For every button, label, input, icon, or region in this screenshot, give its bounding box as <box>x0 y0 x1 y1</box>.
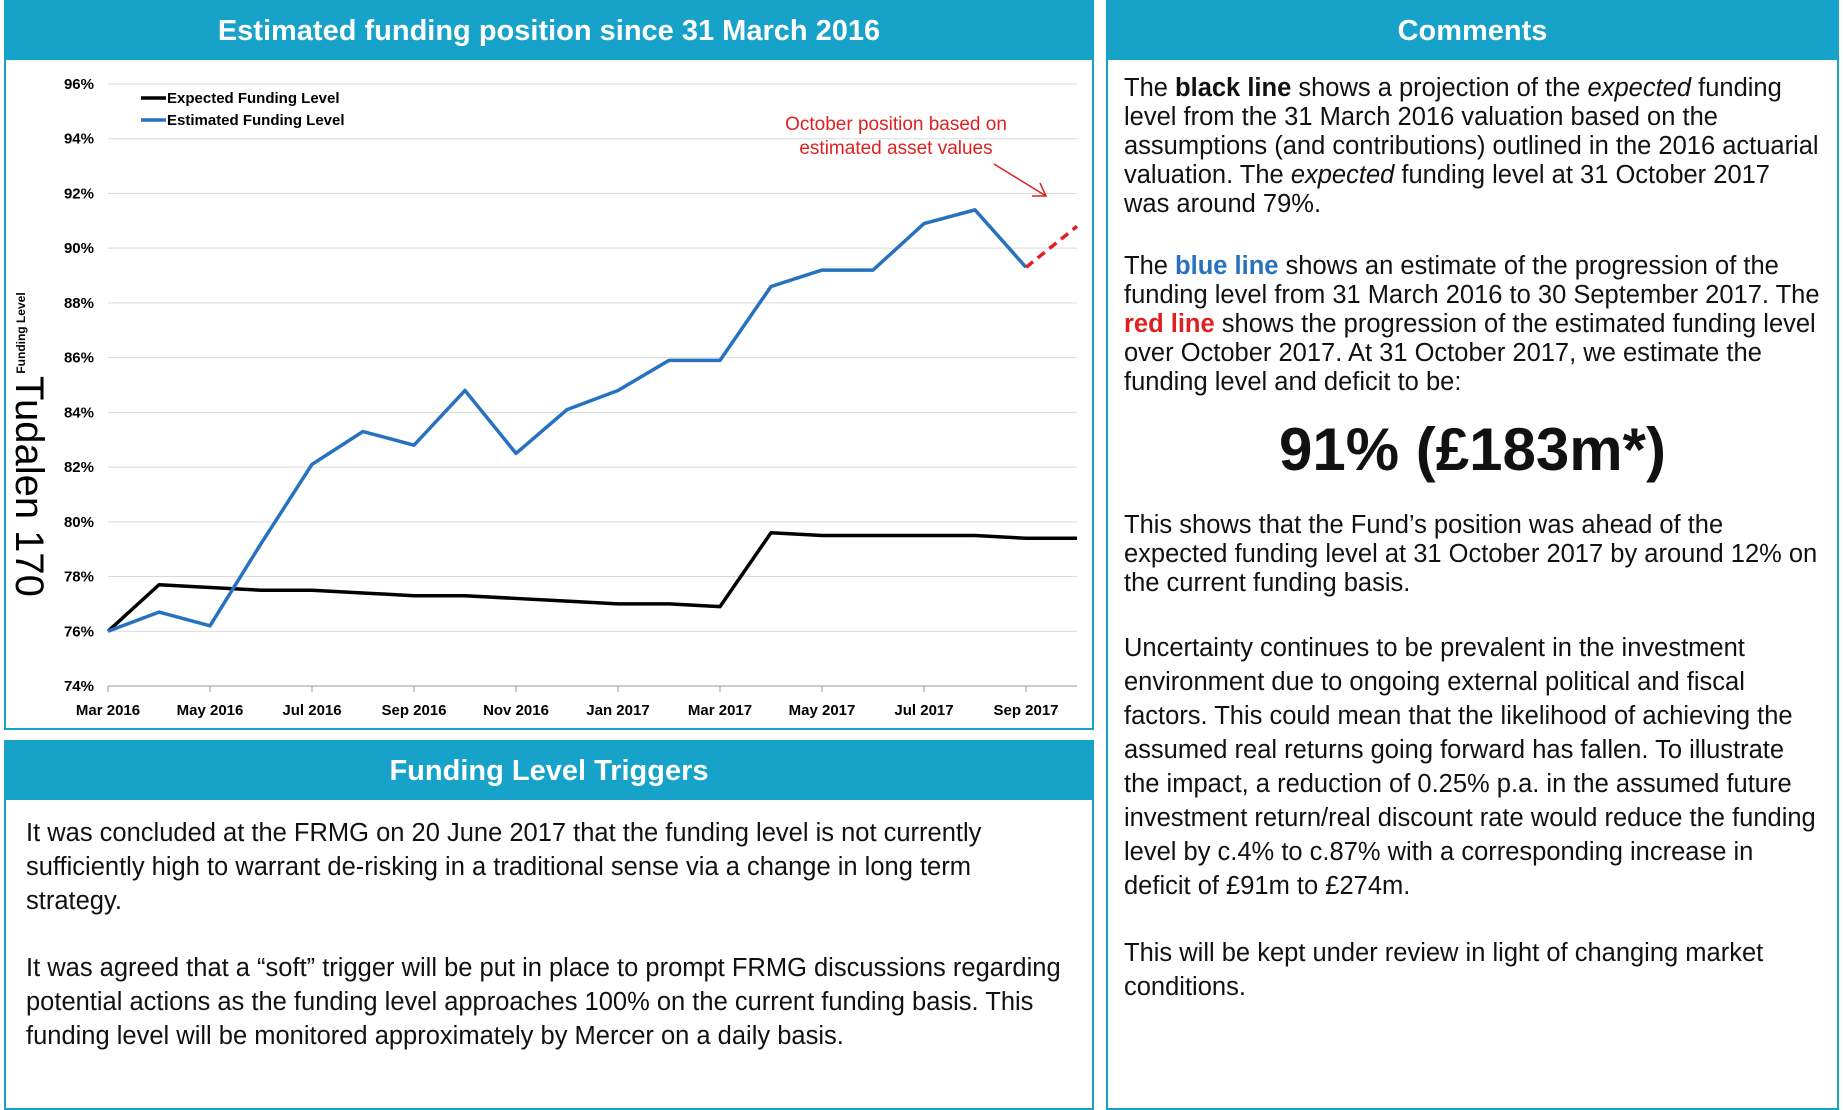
series-line <box>106 531 1077 633</box>
paragraph: This shows that the Fund’s position was … <box>1124 511 1821 598</box>
paragraph: It was concluded at the FRMG on 20 June … <box>26 819 982 915</box>
chart: 74% 76% 78% 80% 82% 84% 86% 88% 90% 92% 94% 96% Mar … <box>14 76 1079 719</box>
x-tick-label: Jan 2017 <box>586 702 649 719</box>
text: shows the progression of the estimated f… <box>1124 310 1816 396</box>
y-tick-label: 96% <box>64 76 94 93</box>
x-tick-label: May 2016 <box>177 702 244 719</box>
text: This shows that the Fund’s position was … <box>1124 511 1818 597</box>
x-tick-label: Nov 2016 <box>483 702 549 719</box>
page-stamp: Tudalen 170 <box>7 376 51 597</box>
headline: 91% (£183m*) <box>1279 416 1666 483</box>
x-tick-label: Mar 2017 <box>688 702 752 719</box>
y-tick-label: 90% <box>64 240 94 257</box>
paragraph: This will be kept under review in light … <box>1124 936 1821 1004</box>
y-tick-label: 92% <box>64 185 94 202</box>
annotation-arrow <box>993 163 1048 197</box>
y-tick-label: 80% <box>64 514 94 531</box>
paragraph: The black line shows a projection of the… <box>1124 74 1821 219</box>
x-tick-label: Jul 2016 <box>282 702 341 719</box>
y-axis-label: Funding Level <box>14 292 28 373</box>
annotation: estimated asset values <box>799 138 992 159</box>
legend-label: Expected Funding Level <box>167 90 340 107</box>
triggers-body: It was concluded at the FRMG on 20 June … <box>6 800 1092 1098</box>
text: shows an estimate of the progression of … <box>1124 252 1820 309</box>
text: The <box>1124 252 1176 280</box>
x-tick-label: Sep 2016 <box>381 702 446 719</box>
paragraph: The blue line shows an estimate of the p… <box>1124 252 1821 397</box>
panel-title: Funding Level Triggers <box>6 742 1092 800</box>
y-tick-label: 76% <box>64 623 94 640</box>
text: funding level from the 31 March 2016 val… <box>1124 74 1819 189</box>
series-line <box>107 208 1028 633</box>
y-tick-label: 84% <box>64 404 94 421</box>
text: shows a projection of the <box>1291 74 1588 102</box>
paragraph: Uncertainty continues to be prevalent in… <box>1124 631 1821 903</box>
text: expected <box>1290 161 1395 189</box>
x-tick-label: Sep 2017 <box>993 702 1058 719</box>
text: black line <box>1175 74 1292 102</box>
annotation: October position based on <box>785 114 1007 135</box>
comments-panel: Comments The black line shows a projecti… <box>1106 0 1839 1110</box>
y-tick-label: 74% <box>64 678 94 695</box>
series-line <box>1024 224 1079 269</box>
panel-title: Estimated funding position since 31 Marc… <box>6 2 1092 60</box>
comments-body: The black line shows a projection of the… <box>1108 60 1837 1051</box>
panel-title: Comments <box>1108 2 1837 60</box>
triggers-panel: Funding Level Triggers It was concluded … <box>4 740 1094 1110</box>
y-tick-label: 86% <box>64 350 94 367</box>
text: This will be kept under review in light … <box>1124 939 1764 1001</box>
legend-label: Estimated Funding Level <box>167 112 345 129</box>
text: expected <box>1587 74 1692 102</box>
text: red line <box>1124 310 1215 338</box>
y-tick-label: 78% <box>64 569 94 586</box>
text: The <box>1124 74 1176 102</box>
y-tick-label: 94% <box>64 131 94 148</box>
x-tick-label: Jul 2017 <box>894 702 953 719</box>
paragraph: It was agreed that a “soft” trigger will… <box>26 954 1061 1050</box>
x-tick-label: Mar 2016 <box>76 702 140 719</box>
text: Uncertainty continues to be prevalent in… <box>1124 634 1816 900</box>
x-tick-label: May 2017 <box>789 702 856 719</box>
y-tick-label: 82% <box>64 459 94 476</box>
text: funding level at 31 October 2017 was aro… <box>1124 161 1770 218</box>
chart-panel: Estimated funding position since 31 Marc… <box>4 0 1094 730</box>
y-tick-label: 88% <box>64 295 94 312</box>
text: blue line <box>1175 252 1279 280</box>
